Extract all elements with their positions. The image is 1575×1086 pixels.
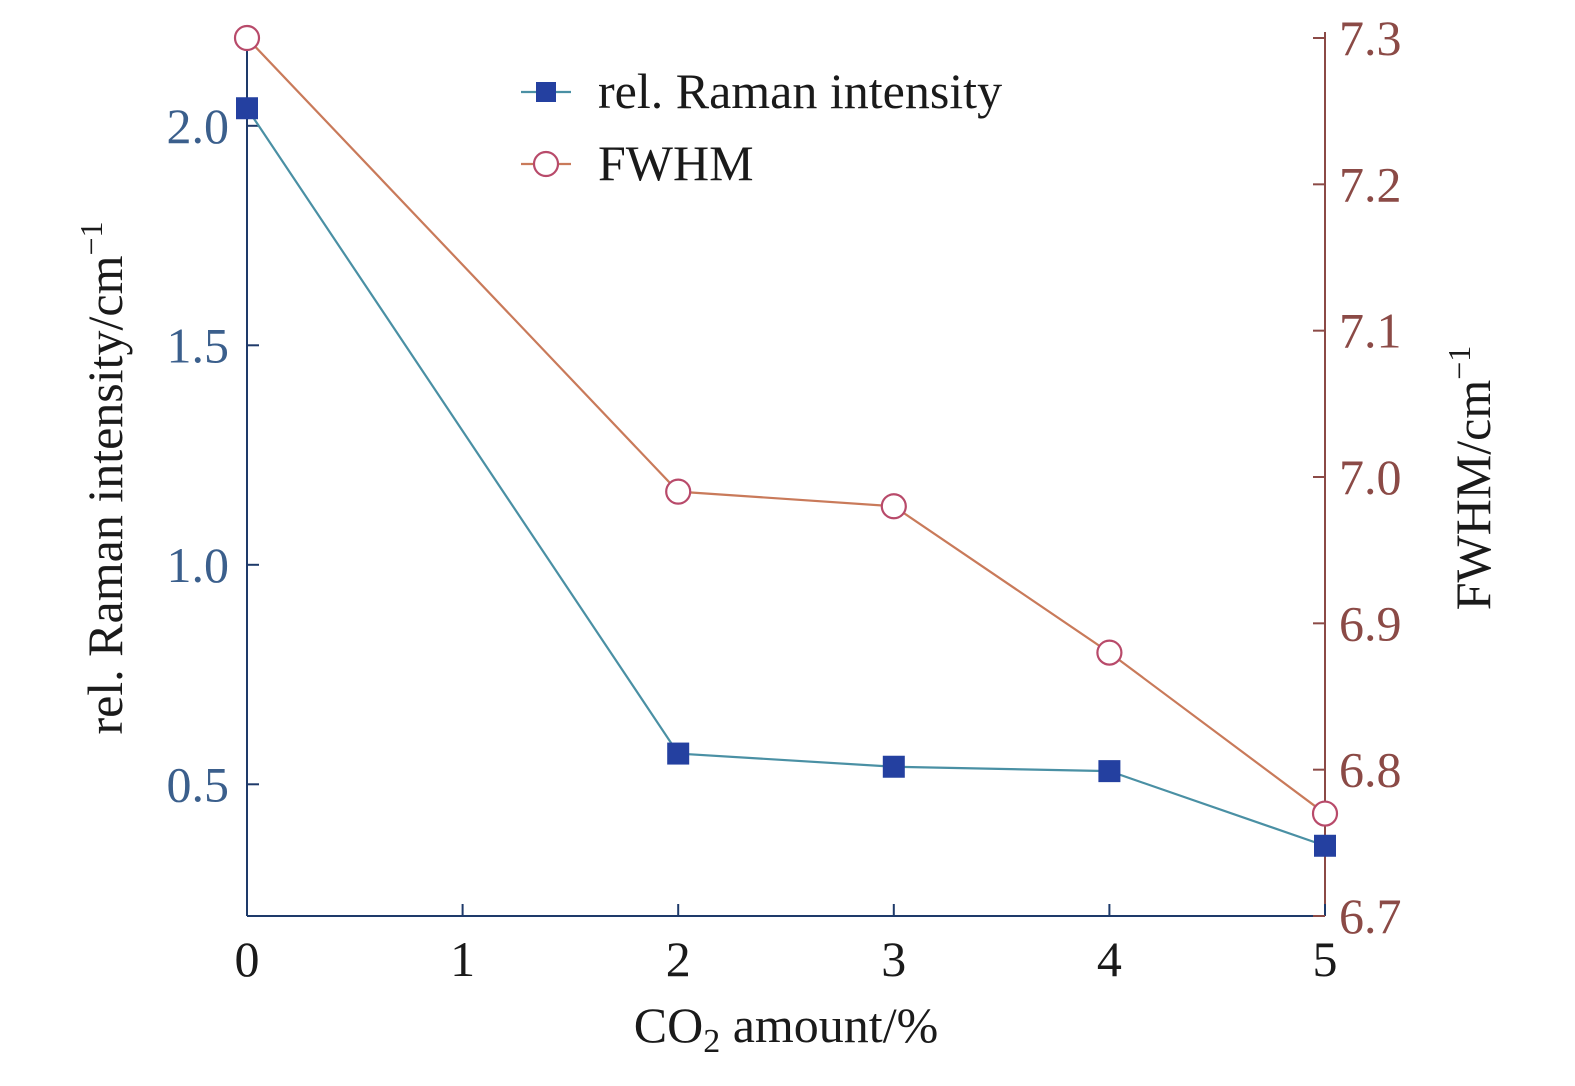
right-y-axis-title-text: FWHM/cm [1445,380,1501,611]
x-tick-label: 3 [881,931,906,987]
left-y-tick-label: 1.0 [167,537,230,593]
legend-fwhm-label: FWHM [598,135,754,191]
fwhm-point [665,478,692,505]
left-y-tick-label: 1.5 [167,317,230,373]
right-y-tick-label: 7.3 [1339,10,1402,66]
right-y-tick-label: 6.7 [1339,888,1402,944]
left-y-tick-label: 0.5 [167,756,230,812]
fwhm-point [1311,800,1339,827]
raman-series-line [246,107,1326,847]
fwhm-point [880,493,907,520]
right-y-axis-title-sup: −1 [1441,346,1477,380]
fwhm-point [1096,639,1123,666]
raman-point [236,97,258,120]
legend-raman-marker [536,82,556,102]
left-y-axis-title-text: rel. Raman intensity/cm [77,255,133,734]
legend-raman-label: rel. Raman intensity [598,63,1002,119]
left-y-axis-title-sup: −1 [73,221,109,255]
x-axis-title: CO2 amount/% [634,997,939,1060]
series-group [233,24,1339,857]
legend: rel. Raman intensity FWHM [521,63,1002,191]
left-y-tick-label: 2.0 [167,98,230,154]
x-tick-label: 4 [1097,931,1122,987]
right-y-axis-title: FWHM/cm−1 [1441,346,1501,611]
right-y-tick-label: 6.8 [1339,742,1402,798]
raman-point [882,755,905,778]
x-tick-label: 2 [666,931,691,987]
x-axis-title-part: CO [634,997,703,1053]
right-y-tick-label: 6.9 [1339,595,1402,651]
x-tick-label: 0 [235,931,260,987]
axes-group: 0 1 2 3 4 5 0.5 1.0 1.5 2.0 6.7 6.8 6.9 7.0 7.1 7.2 7.3 C… [73,10,1501,1060]
raman-point [1314,834,1336,857]
x-axis-title-part: amount/% [720,997,938,1053]
x-axis-title-subscript: 2 [703,1023,720,1060]
fwhm-point [233,24,261,52]
right-y-tick-label: 7.0 [1339,449,1402,505]
x-tick-label: 5 [1313,931,1338,987]
left-y-axis-title: rel. Raman intensity/cm−1 [73,221,133,734]
right-y-tick-label: 7.1 [1339,303,1402,359]
fwhm-series-line [246,37,1326,815]
legend-fwhm-marker [532,150,560,178]
raman-point [667,742,690,765]
right-y-tick-label: 7.2 [1339,156,1402,212]
raman-point [1098,760,1121,783]
x-tick-label: 1 [450,931,475,987]
